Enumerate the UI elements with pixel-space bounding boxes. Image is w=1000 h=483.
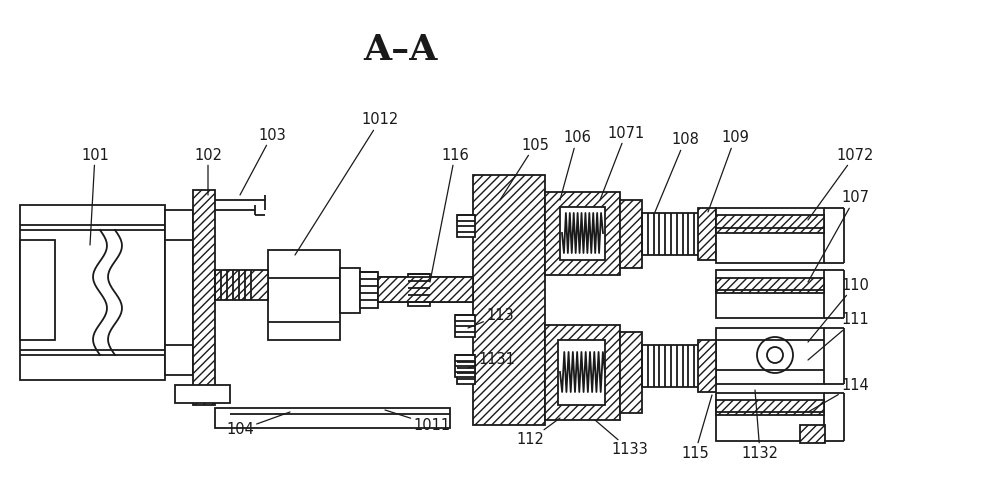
Bar bbox=[457, 215, 475, 237]
Bar bbox=[642, 213, 700, 255]
Bar bbox=[457, 362, 475, 384]
Bar bbox=[340, 268, 360, 313]
Text: 1071: 1071 bbox=[600, 126, 645, 200]
Bar bbox=[716, 400, 824, 415]
Text: 109: 109 bbox=[708, 130, 749, 212]
Text: 114: 114 bbox=[808, 378, 869, 412]
Bar bbox=[360, 272, 378, 308]
Bar bbox=[545, 325, 620, 420]
Text: 107: 107 bbox=[808, 190, 869, 282]
Bar bbox=[716, 328, 824, 384]
Text: 103: 103 bbox=[240, 128, 286, 195]
Bar bbox=[455, 355, 475, 377]
Bar bbox=[716, 208, 824, 263]
Bar bbox=[378, 277, 473, 302]
Text: 106: 106 bbox=[560, 130, 591, 200]
Bar bbox=[193, 190, 215, 405]
Text: 110: 110 bbox=[808, 278, 869, 342]
Text: 1072: 1072 bbox=[808, 147, 874, 220]
Bar bbox=[698, 208, 716, 260]
Bar bbox=[545, 192, 620, 275]
Bar bbox=[800, 425, 825, 443]
Bar bbox=[215, 270, 268, 300]
Bar bbox=[642, 345, 700, 387]
Text: A–A: A–A bbox=[363, 33, 437, 67]
Text: 112: 112 bbox=[516, 418, 560, 448]
Text: 108: 108 bbox=[655, 132, 699, 212]
Bar bbox=[175, 385, 230, 403]
Text: 1133: 1133 bbox=[595, 420, 648, 457]
Bar bbox=[378, 277, 473, 302]
Text: 111: 111 bbox=[808, 313, 869, 360]
Bar bbox=[698, 340, 716, 392]
Text: 101: 101 bbox=[81, 147, 109, 245]
Text: 1132: 1132 bbox=[742, 390, 778, 460]
Bar bbox=[716, 270, 824, 318]
Bar bbox=[620, 332, 642, 413]
Text: 1012: 1012 bbox=[295, 113, 399, 255]
Bar bbox=[215, 408, 450, 428]
Bar bbox=[455, 315, 475, 337]
Text: 115: 115 bbox=[681, 395, 712, 460]
Bar bbox=[20, 205, 165, 380]
Bar bbox=[20, 240, 55, 340]
Text: 105: 105 bbox=[500, 138, 549, 200]
Text: 113: 113 bbox=[468, 308, 514, 328]
Text: 1011: 1011 bbox=[385, 410, 451, 432]
Bar bbox=[620, 200, 642, 268]
Bar bbox=[473, 175, 545, 425]
Bar bbox=[408, 274, 430, 306]
Text: 116: 116 bbox=[430, 147, 469, 282]
Text: 104: 104 bbox=[226, 412, 290, 438]
Bar bbox=[716, 393, 824, 441]
Bar bbox=[716, 278, 824, 293]
Bar bbox=[560, 207, 605, 260]
Bar bbox=[268, 250, 340, 340]
Text: 102: 102 bbox=[194, 147, 222, 195]
Bar bbox=[558, 340, 605, 405]
Text: 1131: 1131 bbox=[468, 353, 515, 368]
Bar bbox=[165, 210, 193, 375]
Bar bbox=[716, 215, 824, 233]
